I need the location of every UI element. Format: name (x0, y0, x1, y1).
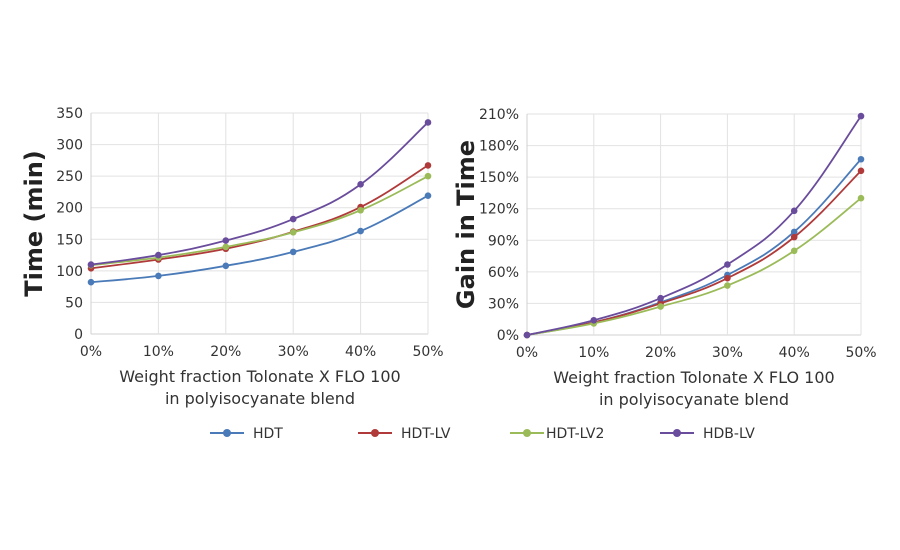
series-line (90, 121, 429, 266)
y-axis-title: Gain in Time (452, 140, 480, 309)
x-tick-label: 40% (779, 345, 810, 361)
data-point (222, 243, 230, 251)
legend-label: HDT-LV2 (546, 426, 604, 442)
data-point (857, 194, 865, 202)
y-tick-label: 0% (497, 328, 519, 344)
data-point (790, 233, 798, 241)
y-tick-label: 200 (56, 201, 83, 217)
x-tick-label: 20% (645, 345, 676, 361)
y-tick-label: 120% (479, 202, 519, 218)
x-tick-label: 10% (578, 345, 609, 361)
series-hdt-lv (87, 162, 432, 272)
data-point (222, 262, 230, 270)
series-line (90, 175, 429, 267)
legend-item-hdt-lv2: HDT-LV2 (510, 426, 604, 442)
y-tick-label: 90% (488, 233, 519, 249)
data-point (289, 215, 297, 223)
series-hdb-lv (523, 112, 865, 339)
y-tick-label: 250 (56, 169, 83, 185)
y-axis-title: Time (min) (20, 150, 48, 297)
x-tick-label: 40% (345, 344, 376, 360)
data-point (790, 207, 798, 215)
series-line (526, 115, 862, 336)
time-chart: 0 50 100 150 200 250 300 350 0% 10% 20% 30% 40% 50% Ti… (20, 106, 444, 408)
data-point (87, 261, 95, 268)
legend-marker-icon (223, 429, 231, 437)
data-point (857, 112, 865, 120)
data-point (289, 229, 297, 236)
series-line (526, 170, 862, 336)
series-hdt (523, 155, 865, 339)
y-tick-label: 150% (479, 170, 519, 186)
y-tick-label: 60% (488, 265, 519, 281)
legend-item-hdt-lv: HDT-LV (358, 426, 451, 442)
y-tick-label: 180% (479, 139, 519, 155)
x-axis-title-line: Weight fraction Tolonate X FLO 100 (553, 368, 834, 387)
data-point (590, 316, 598, 324)
data-point (87, 278, 95, 286)
legend-marker-icon (523, 429, 531, 437)
x-tick-label: 10% (143, 344, 174, 360)
series-hdt-lv2 (87, 172, 432, 269)
x-axis-title-line: in polyisocyanate blend (599, 390, 789, 409)
data-point (424, 172, 432, 180)
legend-marker-icon (371, 429, 379, 437)
x-tick-label: 30% (278, 344, 309, 360)
series-line (90, 194, 429, 284)
y-tick-label: 150 (56, 232, 83, 248)
legend-label: HDT (253, 426, 283, 442)
data-point (357, 227, 364, 235)
series-line (526, 158, 862, 336)
y-tick-label: 0 (74, 327, 83, 343)
data-point (424, 162, 432, 169)
series-hdt (87, 192, 432, 286)
x-tick-label: 0% (80, 344, 102, 360)
legend-label: HDT-LV (401, 426, 451, 442)
legend-label: HDB-LV (703, 426, 755, 442)
data-point (155, 251, 162, 259)
x-tick-label: 50% (845, 345, 876, 361)
data-point (724, 274, 731, 282)
legend-marker-icon (673, 429, 681, 437)
data-point (857, 155, 865, 163)
x-tick-label: 20% (210, 344, 241, 360)
x-tick-label: 0% (516, 345, 538, 361)
y-tick-label: 350 (56, 106, 83, 122)
data-point (357, 181, 364, 188)
data-point (724, 261, 731, 268)
data-point (523, 331, 531, 339)
data-point (724, 282, 731, 289)
y-tick-label: 100 (56, 264, 83, 280)
series-line (526, 197, 862, 336)
legend-item-hdb-lv: HDB-LV (660, 426, 755, 442)
data-point (657, 294, 664, 302)
series-line (90, 164, 429, 270)
data-point (857, 167, 865, 175)
y-tick-label: 210% (479, 107, 519, 123)
data-point (790, 247, 798, 255)
data-point (155, 272, 162, 280)
data-point (222, 237, 230, 244)
y-tick-label: 50 (65, 295, 83, 311)
x-axis-title-line: Weight fraction Tolonate X FLO 100 (119, 367, 400, 386)
x-tick-label: 30% (712, 345, 743, 361)
y-tick-label: 300 (56, 138, 83, 154)
series-hdb-lv (87, 119, 432, 268)
data-point (657, 303, 664, 310)
x-axis-title-line: in polyisocyanate blend (165, 389, 355, 408)
gain-chart: 0% 30% 60% 90% 120% 150% 180% 210% 0% 10% 20% 30% 40… (452, 107, 877, 409)
legend-item-hdt: HDT (210, 426, 283, 442)
series-hdt-lv2 (523, 194, 865, 339)
data-point (357, 206, 364, 214)
legend: HDT HDT-LV HDT-LV2 HDB-LV (210, 426, 755, 442)
data-point (289, 248, 297, 256)
x-tick-label: 50% (412, 344, 443, 360)
y-tick-label: 30% (488, 296, 519, 312)
data-point (424, 192, 432, 200)
series-hdt-lv (523, 167, 865, 339)
data-point (424, 119, 432, 126)
data-point (790, 228, 798, 236)
